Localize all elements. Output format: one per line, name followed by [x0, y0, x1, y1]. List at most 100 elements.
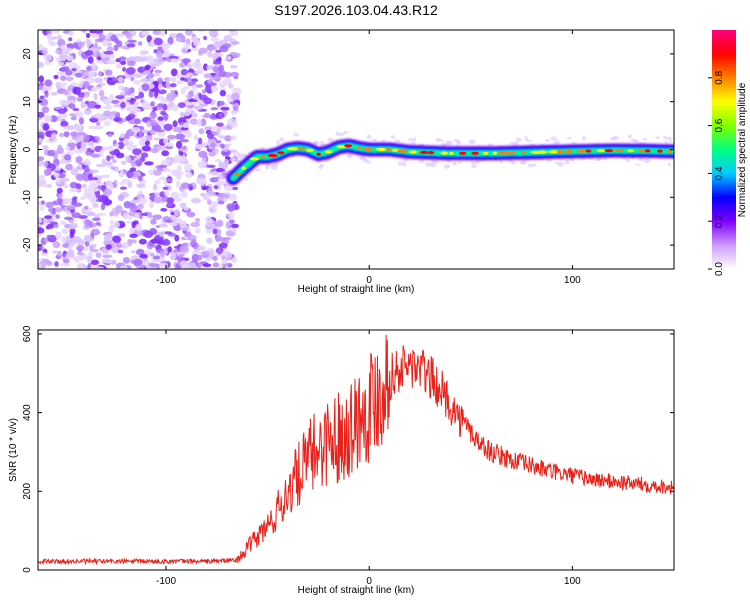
noise-speckle [40, 200, 46, 205]
noise-speckle [101, 39, 108, 47]
noise-speckle [42, 123, 50, 131]
noise-speckle [226, 56, 232, 61]
noise-speckle [156, 131, 166, 137]
noise-speckle [171, 169, 178, 176]
track-halo-speckle [470, 161, 476, 164]
noise-speckle [104, 174, 110, 178]
noise-speckle [62, 89, 70, 96]
track-halo-speckle [439, 139, 445, 142]
noise-speckle [80, 141, 88, 149]
noise-speckle [158, 83, 163, 91]
noise-speckle [87, 256, 93, 263]
noise-speckle [162, 186, 169, 190]
noise-speckle [131, 250, 136, 254]
noise-speckle [73, 149, 83, 154]
noise-speckle [213, 185, 219, 190]
track-halo-speckle [319, 140, 325, 146]
noise-speckle [206, 65, 213, 70]
noise-speckle [149, 200, 154, 209]
noise-speckle [230, 92, 240, 101]
track-halo-speckle [418, 159, 425, 163]
noise-speckle [153, 137, 162, 141]
noise-speckle [213, 41, 223, 48]
track-halo-speckle [554, 161, 560, 164]
noise-speckle [181, 264, 190, 269]
track-halo-speckle [410, 141, 416, 146]
track-halo-speckle [668, 162, 671, 167]
noise-speckle [217, 219, 224, 228]
track-halo-speckle [412, 137, 417, 142]
track-hotspot [249, 157, 260, 161]
track-halo-speckle [452, 161, 457, 166]
noise-speckle [211, 201, 219, 208]
noise-speckle [193, 134, 198, 141]
noise-speckle [125, 33, 133, 37]
noise-speckle [206, 133, 214, 139]
track-halo-speckle [553, 140, 560, 145]
track-hotspot [657, 149, 663, 153]
chart-title: S197.2026.103.04.43.R12 [274, 2, 438, 18]
noise-speckle [154, 179, 161, 184]
noise-speckle [179, 245, 189, 253]
noise-speckle [191, 84, 197, 92]
noise-speckle [185, 73, 191, 79]
noise-speckle [83, 246, 89, 252]
bottom-x-tick-label: 0 [366, 576, 372, 587]
colorbar-tick-label: 0.4 [714, 166, 725, 180]
noise-speckle [128, 141, 134, 146]
noise-speckle [159, 231, 165, 237]
noise-speckle [119, 92, 126, 96]
track-halo-speckle [468, 139, 476, 145]
noise-speckle [39, 98, 49, 106]
track-halo-speckle [446, 159, 452, 163]
noise-speckle [67, 249, 75, 258]
noise-speckle [162, 138, 169, 145]
noise-speckle [133, 197, 138, 200]
noise-speckle [38, 174, 46, 181]
noise-speckle [90, 259, 100, 265]
noise-speckle [191, 61, 202, 69]
track-hotspot [576, 149, 586, 153]
noise-speckle [55, 231, 62, 240]
noise-speckle [231, 109, 237, 115]
noise-speckle [133, 118, 141, 125]
noise-speckle [219, 81, 226, 88]
noise-speckle [130, 76, 135, 82]
noise-speckle [175, 181, 181, 188]
noise-speckle [116, 62, 122, 69]
noise-speckle [65, 69, 73, 76]
track-hotspot [427, 151, 435, 155]
track-hotspot [521, 151, 527, 155]
track-halo-speckle [318, 165, 323, 170]
noise-speckle [123, 212, 128, 220]
noise-speckle [183, 207, 189, 211]
track-hotspot [267, 153, 278, 158]
noise-speckle [90, 188, 99, 192]
noise-speckle [38, 137, 44, 143]
noise-speckle [198, 245, 207, 251]
noise-speckle [76, 111, 84, 118]
noise-speckle [51, 207, 56, 215]
noise-speckle [131, 127, 141, 133]
noise-speckle [221, 239, 230, 244]
noise-speckle [190, 222, 200, 228]
top-y-tick-label: -20 [22, 237, 33, 252]
noise-speckle [125, 155, 132, 163]
noise-speckle [113, 44, 119, 51]
noise-speckle [109, 150, 119, 156]
noise-speckle [129, 233, 138, 238]
noise-speckle [95, 221, 101, 226]
noise-speckle [215, 236, 223, 242]
noise-speckle [107, 182, 114, 190]
noise-speckle [182, 145, 187, 150]
noise-speckle [161, 239, 171, 246]
track-halo-speckle [255, 168, 261, 172]
top-x-axis: -100 0 100 [156, 30, 581, 286]
noise-speckle [156, 50, 163, 59]
noise-speckle [68, 103, 76, 109]
noise-speckle [102, 254, 113, 259]
noise-speckle [52, 241, 61, 249]
track-halo-speckle [397, 161, 402, 166]
noise-speckle [81, 160, 92, 166]
noise-speckle [80, 196, 85, 200]
